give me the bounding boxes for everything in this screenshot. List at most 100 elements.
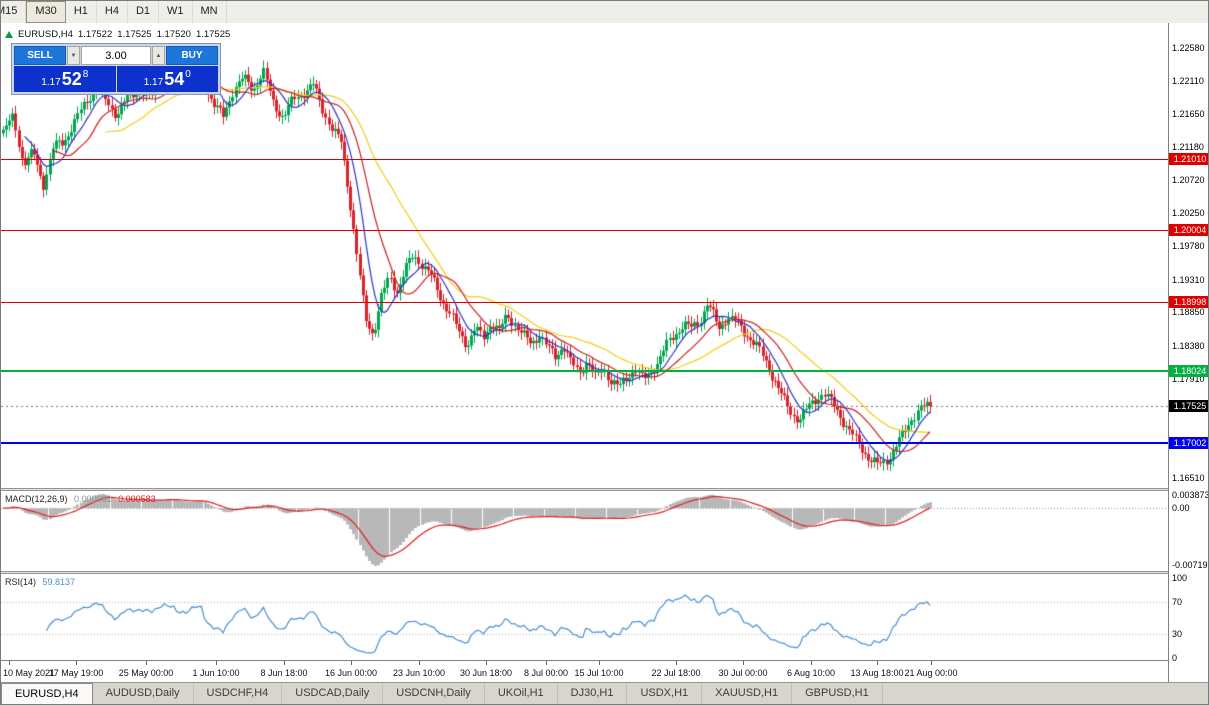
panel-splitter[interactable] [1, 488, 1208, 491]
volume-decrease-button[interactable]: ▼ [67, 46, 80, 65]
rsi-value: 59.8137 [42, 577, 76, 587]
chart-tab-audusd-daily[interactable]: AUDUSD,Daily [93, 683, 194, 704]
macd-main-value: 0.000981 [74, 494, 112, 504]
sell-price-pip: 8 [82, 69, 89, 80]
volume-increase-button[interactable]: ▲ [152, 46, 165, 65]
chart-tab-eurusd-h4[interactable]: EURUSD,H4 [1, 683, 93, 704]
buy-price-pip: 0 [185, 69, 191, 80]
price-level-tag: 1.17002 [1169, 437, 1208, 450]
sell-price-display[interactable]: 1.17 52 8 [14, 66, 116, 92]
main-chart-panel: EURUSD,H4 1.17522 1.17525 1.17520 1.1752… [1, 23, 1208, 488]
bar-open-value: 1.17522 [77, 29, 113, 40]
axis-label: 1.20250 [1172, 208, 1205, 219]
axis-label: 70 [1172, 597, 1183, 607]
axis-label: -0.00719 [1172, 560, 1208, 570]
time-label: 6 Aug 10:00 [786, 668, 836, 678]
sell-price-big: 52 [61, 69, 82, 89]
price-level-tag: 1.20004 [1169, 224, 1208, 237]
time-tick [743, 661, 744, 665]
axis-label: 0.003873 [1172, 490, 1209, 500]
buy-price-big: 54 [164, 69, 185, 89]
chart-tab-usdcnh-daily[interactable]: USDCNH,Daily [383, 683, 485, 704]
horizontal-level-line[interactable] [1, 159, 1168, 161]
timeframe-button-h4[interactable]: H4 [97, 1, 128, 23]
chart-tab-dj30-h1[interactable]: DJ30,H1 [558, 683, 628, 704]
volume-input[interactable] [81, 46, 151, 65]
chart-area: EURUSD,H4 1.17522 1.17525 1.17520 1.1752… [1, 23, 1208, 684]
time-axis: 10 May 2021 17 May 19:00 25 May 00:00 1 Jun… [1, 660, 1208, 684]
horizontal-level-line[interactable] [1, 230, 1168, 232]
chart-tab-usdx-h1[interactable]: USDX,H1 [627, 683, 703, 704]
axis-label: 1.18850 [1172, 307, 1205, 318]
price-level-tag: 1.18024 [1169, 364, 1208, 377]
axis-label: 1.19780 [1172, 241, 1205, 252]
price-axis: 1.22580 1.22110 1.21650 1.21180 1.20720 1.202… [1168, 23, 1209, 684]
rsi-label: RSI(14) 59.8137 [5, 577, 75, 587]
time-label: 13 Aug 18:00 [850, 668, 904, 678]
time-tick [599, 661, 600, 665]
timeframe-button-mn[interactable]: MN [193, 1, 227, 23]
buy-price-display[interactable]: 1.17 54 0 [116, 66, 218, 92]
chart-tab-xauusd-h1[interactable]: XAUUSD,H1 [702, 683, 793, 704]
chart-tab-usdchf-h4[interactable]: USDCHF,H4 [194, 683, 283, 704]
time-label: 1 Jun 10:00 [192, 668, 240, 678]
level-lines-layer [1, 23, 1168, 488]
time-tick [284, 661, 285, 665]
time-tick [76, 661, 77, 665]
macd-label: MACD(12,26,9) 0.000981 0.000583 [5, 494, 156, 504]
time-tick [486, 661, 487, 665]
macd-panel: MACD(12,26,9) 0.000981 0.000583 [1, 491, 1208, 571]
chart-tabs-bar: EURUSD,H4 AUDUSD,Daily USDCHF,H4 USDCAD,Dai… [1, 682, 1208, 704]
panel-splitter[interactable] [1, 571, 1208, 574]
rsi-name: RSI(14) [5, 577, 37, 587]
time-label: 25 May 00:00 [118, 668, 174, 678]
time-tick [811, 661, 812, 665]
axis-label: 1.20720 [1172, 174, 1205, 185]
buy-price-prefix: 1.17 [143, 77, 164, 88]
time-label: 21 Aug 00:00 [904, 668, 958, 678]
bar-high-value: 1.17525 [117, 29, 152, 40]
time-tick [146, 661, 147, 665]
volume-up-icon: ▲ [155, 52, 162, 59]
macd-indicator-canvas[interactable] [1, 491, 1168, 571]
axis-label: 1.22110 [1172, 76, 1204, 87]
time-label: 17 May 19:00 [48, 668, 104, 678]
timeframe-toolbar: M15M30H1H4D1W1MN [1, 1, 1208, 24]
time-label: 15 Jul 10:00 [574, 668, 624, 678]
time-label: 8 Jun 18:00 [260, 668, 308, 678]
candlestick-chart-canvas[interactable] [1, 23, 1168, 488]
symbol-title: EURUSD,H4 [18, 29, 73, 40]
horizontal-level-line[interactable] [1, 369, 1168, 372]
symbol-ohlc-info: EURUSD,H4 1.17522 1.17525 1.17520 1.1752… [5, 29, 230, 40]
chart-tab-usdcad-daily[interactable]: USDCAD,Daily [282, 683, 384, 704]
timeframe-button-m30[interactable]: M30 [26, 1, 66, 23]
axis-label: 1.16510 [1172, 473, 1205, 484]
one-click-trading-panel: SELL ▼ ▲ BUY 1.17 52 8 [11, 43, 221, 95]
time-label: 30 Jun 18:00 [459, 668, 513, 678]
time-tick [9, 661, 10, 665]
timeframe-button-m15[interactable]: M15 [1, 1, 27, 23]
timeframe-button-w1[interactable]: W1 [159, 1, 193, 23]
time-label: 8 Jul 00:00 [523, 668, 569, 678]
macd-name: MACD(12,26,9) [5, 494, 68, 504]
time-tick [676, 661, 677, 665]
time-tick [877, 661, 878, 665]
horizontal-level-line[interactable] [1, 442, 1168, 445]
timeframe-button-d1[interactable]: D1 [128, 1, 159, 23]
price-level-tag: 1.21010 [1169, 153, 1208, 166]
macd-signal-value: 0.000583 [118, 494, 156, 504]
buy-button[interactable]: BUY [166, 46, 218, 65]
horizontal-level-line[interactable] [1, 301, 1168, 303]
time-tick [546, 661, 547, 665]
axis-label: 0 [1172, 653, 1178, 663]
rsi-indicator-canvas[interactable] [1, 574, 1168, 660]
sell-button[interactable]: SELL [14, 46, 66, 65]
axis-label: 1.21180 [1172, 142, 1204, 153]
timeframe-button-h1[interactable]: H1 [66, 1, 97, 23]
time-tick [351, 661, 352, 665]
chart-tab-gbpusd-h1[interactable]: GBPUSD,H1 [792, 683, 883, 704]
chart-tab-ukoil-h1[interactable]: UKOil,H1 [485, 683, 558, 704]
axis-label: 1.21650 [1172, 108, 1205, 119]
sell-price-prefix: 1.17 [41, 77, 61, 88]
time-tick [216, 661, 217, 665]
